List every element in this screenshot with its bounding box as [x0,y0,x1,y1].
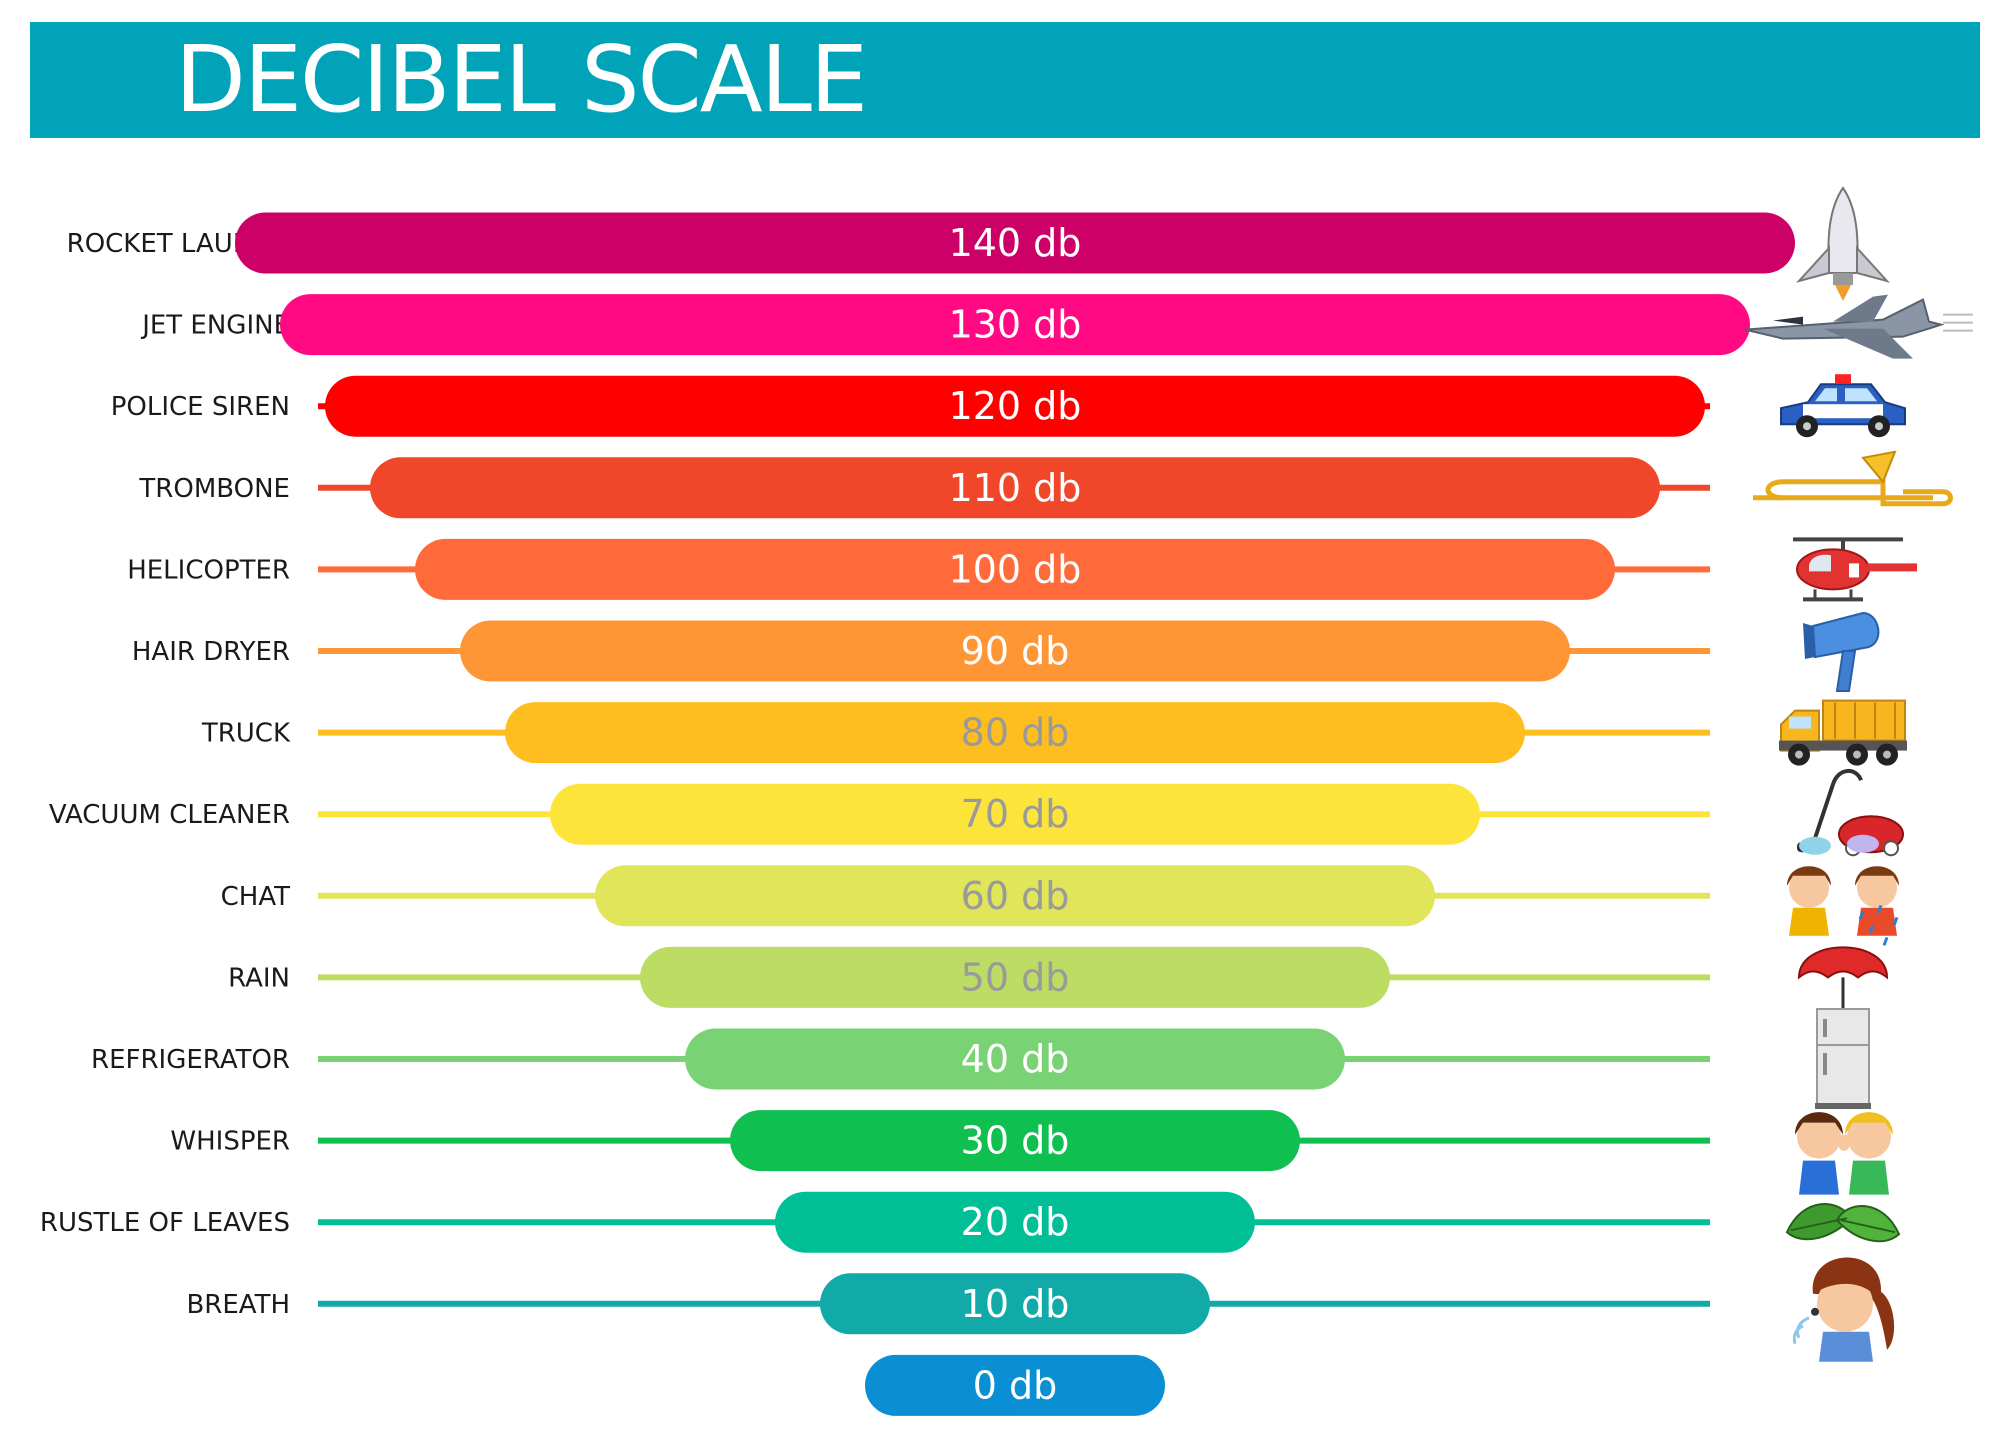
refrigerator-icon [1815,1008,1871,1109]
bar-value-label: 60 db [961,874,1070,918]
row-label: TROMBONE [138,474,290,504]
bar [820,1273,1210,1335]
bar-value-label: 20 db [961,1200,1070,1244]
bar-value-label: 40 db [961,1037,1070,1081]
scale-row: VACUUM CLEANER 70 db [49,768,1904,857]
bar-value-label: 70 db [961,792,1070,836]
bar-value-label: 130 db [949,303,1082,347]
bar [595,865,1435,927]
row-label: RAIN [228,963,290,993]
row-label: HAIR DRYER [132,637,290,667]
scale-row: CHAT 60 db [221,834,1899,936]
scale-row: TROMBONE 110 db [138,450,1953,519]
bar [370,457,1660,519]
leaves-icon [1785,1203,1901,1243]
row-label: CHAT [221,882,290,912]
bar [775,1191,1255,1253]
bar [685,1028,1345,1090]
scale-row: RUSTLE OF LEAVES 20 db [40,1191,1901,1253]
bar-value-label: 140 db [949,221,1082,265]
bar-value-label: 80 db [961,711,1070,755]
hair-dryer-icon [1803,611,1880,692]
row-label: WHISPER [170,1127,290,1157]
bar [325,375,1705,437]
bar [550,783,1480,845]
bar [505,702,1525,764]
scale-row: 0 db [865,1354,1165,1416]
breathing-girl-icon [1792,1257,1895,1362]
police-car-icon [1780,374,1906,438]
scale-row: BREATH 10 db [186,1257,1895,1362]
bar [280,294,1750,356]
scale-row: JET ENGINE 130 db [140,294,1973,359]
chatting-kids-icon [1787,834,1899,936]
trombone-icon [1753,450,1953,507]
scale-row: POLICE SIREN 120 db [111,374,1906,438]
row-label: HELICOPTER [127,555,290,585]
whispering-kids-icon [1795,1112,1893,1195]
row-label: BREATH [186,1290,290,1320]
rocket-icon [1795,186,1891,301]
bar [235,212,1795,274]
row-label: REFRIGERATOR [91,1045,290,1075]
helicopter-icon [1793,537,1917,602]
bar [460,620,1570,682]
row-label: POLICE SIREN [111,392,290,422]
bar-value-label: 120 db [949,384,1082,428]
bar-value-label: 50 db [961,955,1070,999]
scale-row: RAIN 50 db [228,904,1899,1027]
bar-value-label: 30 db [961,1119,1070,1163]
header-banner: DECIBEL SCALE [30,22,1980,138]
row-label: JET ENGINE [140,311,290,341]
bar [415,538,1615,600]
bar [865,1354,1165,1416]
bar-value-label: 0 db [973,1363,1058,1407]
bar-value-label: 110 db [949,466,1082,510]
jet-plane-icon [1744,294,1973,359]
bar-value-label: 10 db [961,1282,1070,1326]
scale-row: ROCKET LAUNCH 140 db [67,186,1891,301]
bar-value-label: 100 db [949,547,1082,591]
row-label: TRUCK [201,719,291,749]
page-title: DECIBEL SCALE [175,26,868,133]
truck-icon [1779,699,1907,766]
scale-row: WHISPER 30 db [170,1110,1893,1195]
scale-row: HELICOPTER 100 db [127,537,1917,602]
bar [640,946,1390,1008]
bar-value-label: 90 db [961,629,1070,673]
row-label: VACUUM CLEANER [49,800,290,830]
scale-row: TRUCK 80 db [201,699,1907,766]
bar [730,1110,1300,1172]
row-label: RUSTLE OF LEAVES [40,1208,290,1238]
scale-row: REFRIGERATOR 40 db [91,1008,1871,1109]
scale-row: HAIR DRYER 90 db [132,611,1880,692]
